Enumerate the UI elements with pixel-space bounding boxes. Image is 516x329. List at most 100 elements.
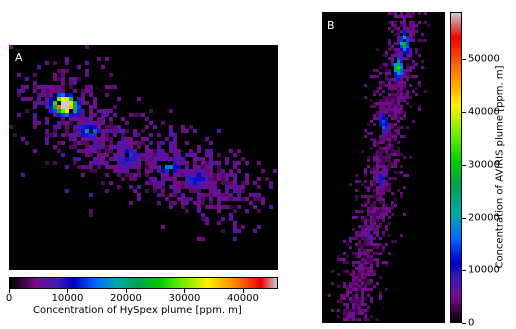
plume-pixel bbox=[376, 141, 379, 144]
plume-pixel bbox=[61, 153, 65, 157]
plume-pixel bbox=[173, 201, 177, 205]
plume-pixel bbox=[85, 117, 89, 121]
plume-pixel bbox=[355, 210, 358, 213]
plume-pixel bbox=[53, 61, 57, 65]
plume-pixel bbox=[370, 186, 373, 189]
plume-pixel bbox=[355, 231, 358, 234]
plume-pixel bbox=[157, 165, 161, 169]
plume-pixel bbox=[403, 96, 406, 99]
plume-pixel bbox=[105, 129, 109, 133]
plume-pixel bbox=[376, 213, 379, 216]
plume-pixel bbox=[364, 252, 367, 255]
plume-pixel bbox=[385, 288, 388, 291]
plume-pixel bbox=[376, 87, 379, 90]
plume-pixel bbox=[370, 132, 373, 135]
plume-pixel bbox=[355, 282, 358, 285]
plume-pixel bbox=[391, 54, 394, 57]
plume-pixel bbox=[53, 129, 57, 133]
plume-pixel bbox=[125, 145, 129, 149]
plume-pixel bbox=[424, 12, 427, 15]
plume-pixel bbox=[382, 207, 385, 210]
plume-pixel bbox=[177, 173, 181, 177]
plume-pixel bbox=[385, 129, 388, 132]
plume-pixel bbox=[352, 282, 355, 285]
plume-pixel bbox=[361, 276, 364, 279]
plume-pixel bbox=[385, 174, 388, 177]
plume-pixel bbox=[237, 149, 241, 153]
plume-pixel bbox=[53, 113, 57, 117]
plume-pixel bbox=[361, 270, 364, 273]
plume-pixel bbox=[73, 145, 77, 149]
plume-pixel bbox=[129, 113, 133, 117]
plume-pixel bbox=[367, 201, 370, 204]
plume-pixel bbox=[109, 145, 113, 149]
plume-pixel bbox=[237, 205, 241, 209]
plume-pixel bbox=[379, 177, 382, 180]
plume-pixel bbox=[33, 85, 37, 89]
plume-pixel bbox=[340, 294, 343, 297]
plume-pixel bbox=[73, 77, 77, 81]
plume-pixel bbox=[109, 73, 113, 77]
plume-pixel bbox=[97, 145, 101, 149]
plume-pixel bbox=[105, 145, 109, 149]
plume-pixel bbox=[173, 153, 177, 157]
plume-pixel bbox=[373, 192, 376, 195]
plume-pixel bbox=[65, 165, 69, 169]
plume-pixel bbox=[415, 30, 418, 33]
plume-pixel bbox=[373, 231, 376, 234]
plume-pixel bbox=[133, 129, 137, 133]
plume-pixel bbox=[382, 120, 385, 123]
plume-pixel bbox=[370, 249, 373, 252]
plume-pixel bbox=[77, 121, 81, 125]
plume-pixel bbox=[57, 121, 61, 125]
plume-pixel bbox=[125, 129, 129, 133]
plume-pixel bbox=[257, 185, 261, 189]
plume-pixel bbox=[400, 93, 403, 96]
plume-pixel bbox=[45, 85, 49, 89]
plume-pixel bbox=[373, 183, 376, 186]
plume-pixel bbox=[358, 240, 361, 243]
plume-pixel bbox=[385, 261, 388, 264]
plume-pixel bbox=[237, 197, 241, 201]
plume-pixel bbox=[397, 63, 400, 66]
plume-pixel bbox=[406, 72, 409, 75]
plume-pixel bbox=[125, 169, 129, 173]
plume-pixel bbox=[400, 234, 403, 237]
plume-pixel bbox=[361, 282, 364, 285]
plume-pixel bbox=[105, 125, 109, 129]
plume-pixel bbox=[197, 145, 201, 149]
plume-pixel bbox=[93, 149, 97, 153]
plume-pixel bbox=[101, 113, 105, 117]
plume-pixel bbox=[69, 93, 73, 97]
plume-pixel bbox=[382, 234, 385, 237]
plume-pixel bbox=[209, 205, 213, 209]
plume-pixel bbox=[382, 162, 385, 165]
plume-pixel bbox=[89, 85, 93, 89]
plume-pixel bbox=[376, 165, 379, 168]
plume-pixel bbox=[233, 229, 237, 233]
plume-pixel bbox=[109, 117, 113, 121]
plume-pixel bbox=[373, 159, 376, 162]
plume-pixel bbox=[189, 185, 193, 189]
plume-pixel bbox=[352, 318, 355, 321]
plume-pixel bbox=[337, 258, 340, 261]
plume-pixel bbox=[217, 201, 221, 205]
plume-pixel bbox=[177, 161, 181, 165]
plume-pixel bbox=[388, 252, 391, 255]
plume-pixel bbox=[391, 60, 394, 63]
plume-pixel bbox=[370, 282, 373, 285]
plume-pixel bbox=[157, 145, 161, 149]
plume-pixel bbox=[388, 126, 391, 129]
plume-pixel bbox=[173, 185, 177, 189]
plume-pixel bbox=[153, 185, 157, 189]
plume-pixel bbox=[145, 157, 149, 161]
plume-pixel bbox=[406, 90, 409, 93]
plume-pixel bbox=[81, 89, 85, 93]
plume-pixel bbox=[373, 114, 376, 117]
plume-pixel bbox=[217, 153, 221, 157]
plume-pixel bbox=[77, 77, 81, 81]
plume-pixel bbox=[367, 165, 370, 168]
plume-pixel bbox=[213, 173, 217, 177]
plume-pixel bbox=[355, 285, 358, 288]
plume-pixel bbox=[137, 153, 141, 157]
